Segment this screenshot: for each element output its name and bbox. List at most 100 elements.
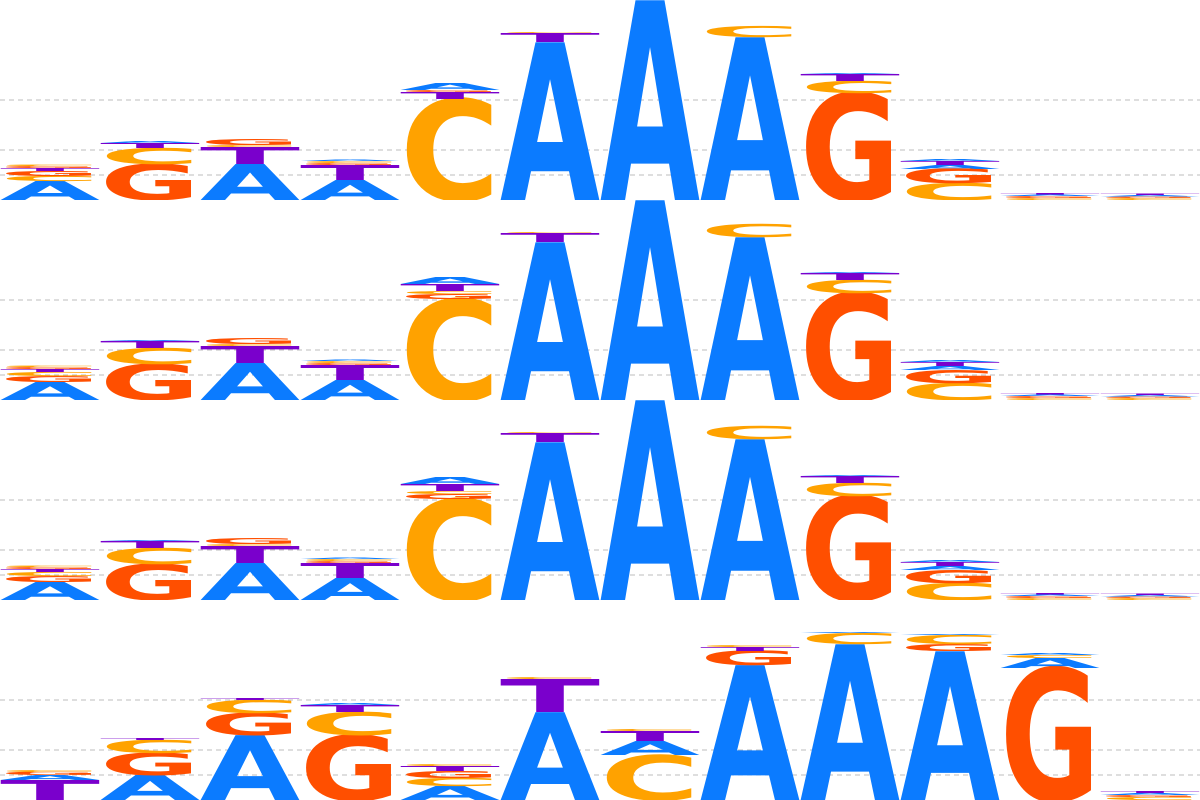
logo-letter-t: T [400,482,500,493]
logo-letter-a: A [900,164,1000,170]
logo-letter-a: A [1100,395,1200,397]
logo-letter-a: A [400,782,501,800]
logo-letter-g: G [1000,395,1100,398]
logo-letter-a: A [900,559,1000,562]
logo-letter-g: G [1100,396,1200,398]
logo-letter-t: T [500,431,600,445]
logo-letter-g: G [300,162,400,165]
logo-letter-c: C [1000,654,1100,659]
logo-letter-a: A [400,81,500,92]
logo-letter-a: A [800,475,900,477]
logo-letter-t: T [500,231,600,245]
logo-letter-c: C [800,480,900,501]
logo-letter-c: C [1100,796,1200,800]
logo-letter-g: G [200,536,300,546]
logo-letter-c: C [200,144,300,147]
logo-letter-g: G [300,718,400,800]
logo-letter-c: C [1000,397,1100,400]
logo-letter-t: T [0,568,100,573]
logo-letter-g: G [400,89,500,92]
logo-letter-a: A [500,401,600,600]
logo-letter-g: G [0,566,100,569]
logo-letter-g: G [900,642,1000,653]
logo-letter-c: C [300,558,400,561]
logo-letter-c: C [600,743,700,800]
logo-letter-a: A [1000,655,1100,671]
logo-letter-c: C [900,179,1000,200]
logo-letter-c: C [1000,197,1100,200]
logo-letter-g: G [400,493,500,501]
logo-letter-a: A [200,155,300,200]
logo-letter-c: C [1100,597,1200,600]
logo-letter-c: C [800,277,900,298]
logo-letter-a: A [800,602,900,800]
logo-letter-a: A [900,565,1000,571]
logo-letter-g: G [200,137,300,147]
logo-letter-c: C [100,544,200,570]
logo-letter-a: A [200,718,300,800]
logo-letter-a: A [300,572,401,600]
logo-letter-a: A [100,768,200,800]
logo-letter-c: C [500,676,600,679]
logo-letter-c: C [400,290,500,295]
logo-letter-g: G [400,293,500,301]
logo-letter-t: T [100,339,200,350]
logo-letter-a: A [0,774,100,782]
logo-letter-a: A [800,73,900,75]
logo-letter-t: T [1100,790,1200,793]
logo-letter-a: A [1000,394,1100,396]
logo-letter-a: A [700,400,800,600]
logo-letter-c: C [900,633,1000,647]
logo-letter-t: T [800,271,900,282]
logo-letter-g: G [1000,595,1100,598]
logo-letter-a: A [300,359,400,361]
logo-letter-t: T [300,559,400,583]
logo-letter-c: C [0,365,100,367]
logo-letter-g: G [700,647,800,669]
logo-letter-a: A [600,0,700,200]
logo-letter-a: A [0,176,100,200]
logo-letter-g: G [1000,195,1100,198]
logo-letter-g: G [400,769,500,780]
logo-letter-c: C [200,543,300,546]
logo-letter-a: A [700,0,800,200]
logo-letter-g: G [800,264,900,400]
logo-letter-a: A [500,689,600,800]
logo-letter-c: C [400,273,500,400]
logo-letter-c: C [500,432,600,434]
logo-letter-c: C [500,232,600,234]
logo-letter-g: G [0,170,100,178]
logo-letter-t: T [100,737,200,740]
logo-letter-g: G [100,554,200,600]
logo-letter-a: A [300,375,400,400]
logo-letter-t: T [200,142,301,169]
logo-letter-c: C [300,160,400,163]
logo-letter-c: C [1100,397,1200,400]
logo-letter-g: G [200,336,300,346]
logo-letter-c: C [0,571,100,577]
logo-letter-a: A [900,158,1000,161]
logo-letter-c: C [700,644,800,647]
logo-letter-t: T [500,31,600,45]
logo-letter-a: A [900,359,1000,362]
logo-letter-c: C [400,73,500,200]
logo-letter-c: C [800,630,900,648]
logo-letter-g: G [1100,196,1200,198]
logo-letter-a: A [100,540,200,542]
logo-letter-a: A [200,554,300,600]
logo-letter-a: A [1000,194,1100,196]
logo-letter-a: A [1100,595,1200,597]
logo-letter-g: G [0,165,100,168]
logo-letter-a: A [900,611,1000,800]
logo-letter-t: T [0,167,100,172]
logo-letter-c: C [500,32,600,34]
logo-letter-c: C [700,423,800,444]
logo-letter-g: G [100,154,200,200]
logo-letter-c: C [700,23,800,41]
logo-letter-a: A [300,175,400,200]
